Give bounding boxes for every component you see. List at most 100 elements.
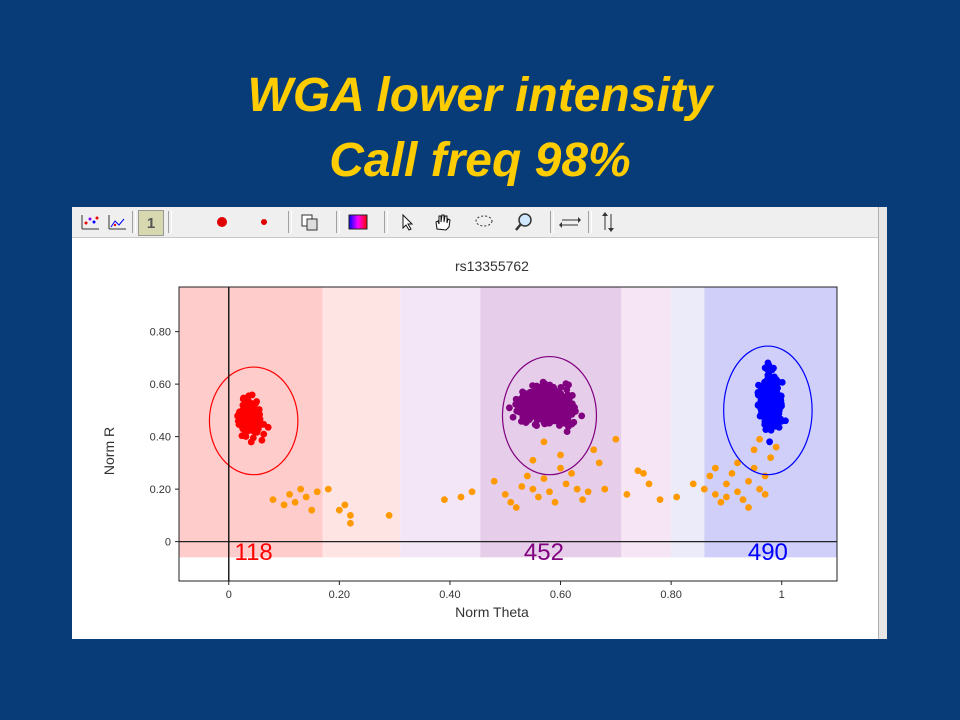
- data-point-no-call: [512, 504, 520, 511]
- data-point-no-call: [761, 472, 769, 480]
- x-tick-label: 0.80: [660, 589, 681, 601]
- histogram-icon[interactable]: [105, 210, 129, 234]
- small-dot-icon[interactable]: [252, 210, 276, 234]
- data-point-AB: [539, 408, 547, 415]
- number-one-icon[interactable]: 1: [138, 210, 164, 236]
- data-point-AB: [537, 397, 544, 405]
- data-point-no-call: [551, 498, 559, 506]
- data-point-no-call: [540, 475, 548, 483]
- lasso-icon[interactable]: [472, 210, 496, 234]
- data-point-AB: [563, 428, 571, 435]
- large-dot-icon[interactable]: [210, 210, 234, 234]
- data-point-no-call: [540, 438, 548, 446]
- data-point-BB: [778, 402, 785, 410]
- window-scrollbar[interactable]: [878, 207, 887, 639]
- data-point-AA: [256, 415, 264, 423]
- pointer-icon[interactable]: [396, 210, 420, 234]
- data-point-AA: [260, 430, 268, 438]
- data-point-no-call: [756, 485, 763, 493]
- data-point-no-call: [579, 496, 587, 504]
- data-point-no-call: [347, 511, 354, 519]
- data-point-AB: [526, 388, 534, 396]
- data-point-no-call: [568, 469, 575, 477]
- data-point-no-call: [562, 480, 570, 488]
- data-point-no-call: [286, 490, 293, 498]
- genotype-plot-window: 1: [72, 207, 887, 639]
- data-point-no-call: [501, 490, 509, 498]
- data-point-AB: [557, 383, 565, 391]
- genotype-region: [621, 287, 672, 558]
- data-point-no-call: [441, 496, 448, 504]
- data-point-BB: [771, 383, 778, 391]
- y-tick-label: 0: [165, 537, 171, 549]
- data-point-no-call: [507, 498, 515, 506]
- data-point-no-call: [457, 493, 465, 501]
- data-point-BB: [771, 412, 779, 420]
- toolbar-separator: [550, 211, 554, 233]
- data-point-AA: [245, 404, 253, 412]
- data-point-no-call: [546, 488, 553, 496]
- data-point-AA: [251, 409, 258, 416]
- data-point-BB: [761, 364, 769, 372]
- chart-title: rs13355762: [455, 258, 529, 274]
- x-axis-label: Norm Theta: [455, 604, 529, 620]
- data-point-no-call: [347, 519, 354, 527]
- cluster-ellipse-AB: [501, 355, 598, 476]
- data-point-no-call: [640, 469, 647, 477]
- data-point-AA: [252, 399, 260, 407]
- data-point-no-call: [269, 496, 277, 504]
- hand-icon[interactable]: [430, 210, 454, 234]
- data-point-no-call: [518, 483, 526, 490]
- data-point-AA: [247, 438, 255, 446]
- data-point-BB: [769, 391, 777, 399]
- scatter-plot-icon[interactable]: [78, 210, 102, 234]
- data-point-no-call: [717, 498, 725, 506]
- data-point-BB: [757, 404, 765, 412]
- x-tick-label: 0: [226, 589, 232, 601]
- data-point-no-call: [745, 504, 752, 511]
- plot-toolbar: 1: [72, 207, 887, 238]
- data-point-no-call: [734, 459, 741, 467]
- toolbar-separator: [288, 211, 292, 233]
- data-point-BB: [777, 415, 784, 423]
- color-gradient-icon[interactable]: [346, 210, 370, 234]
- data-point-AA: [248, 391, 256, 399]
- data-point-AB: [541, 420, 548, 428]
- zoom-icon[interactable]: [512, 210, 536, 234]
- data-point-no-call: [750, 446, 758, 454]
- data-point-AA: [249, 427, 257, 435]
- data-point-AB: [522, 419, 530, 426]
- copy-icon[interactable]: [298, 210, 322, 234]
- data-point-no-call: [745, 477, 752, 485]
- genotype-cluster-chart: rs13355762 0 0.20 0.40 0.60 0.80 0 0.20 0.40 0.6…: [101, 258, 838, 620]
- data-point-no-call: [490, 477, 498, 485]
- data-point-no-call: [302, 493, 310, 501]
- genotype-region: [322, 287, 401, 558]
- toolbar-separator: [336, 211, 340, 233]
- data-point-BB: [772, 407, 780, 415]
- data-point-no-call: [772, 443, 780, 451]
- data-point-AB: [547, 415, 555, 422]
- data-point-no-call: [711, 464, 719, 472]
- x-tick-label: 0.40: [439, 589, 460, 601]
- data-point-AB: [509, 413, 517, 421]
- data-point-no-call: [297, 485, 305, 493]
- data-point-no-call: [308, 506, 316, 514]
- genotype-region: [400, 287, 481, 558]
- data-point-BB: [768, 397, 775, 405]
- data-point-AB: [533, 416, 541, 424]
- data-point-no-call: [601, 485, 609, 493]
- scale-x-icon[interactable]: [558, 210, 582, 234]
- scale-y-icon[interactable]: [596, 210, 620, 234]
- data-point-AB: [525, 408, 533, 416]
- data-point-AB: [562, 380, 570, 388]
- data-point-BB: [778, 378, 786, 386]
- data-point-AB: [547, 409, 555, 417]
- data-point-AA: [238, 432, 246, 440]
- data-point-no-call: [656, 496, 664, 504]
- data-point-BB: [761, 396, 769, 404]
- data-point-no-call: [557, 451, 564, 459]
- data-point-AB: [534, 408, 542, 416]
- data-point-AB: [563, 404, 571, 412]
- data-point-AB: [568, 400, 576, 408]
